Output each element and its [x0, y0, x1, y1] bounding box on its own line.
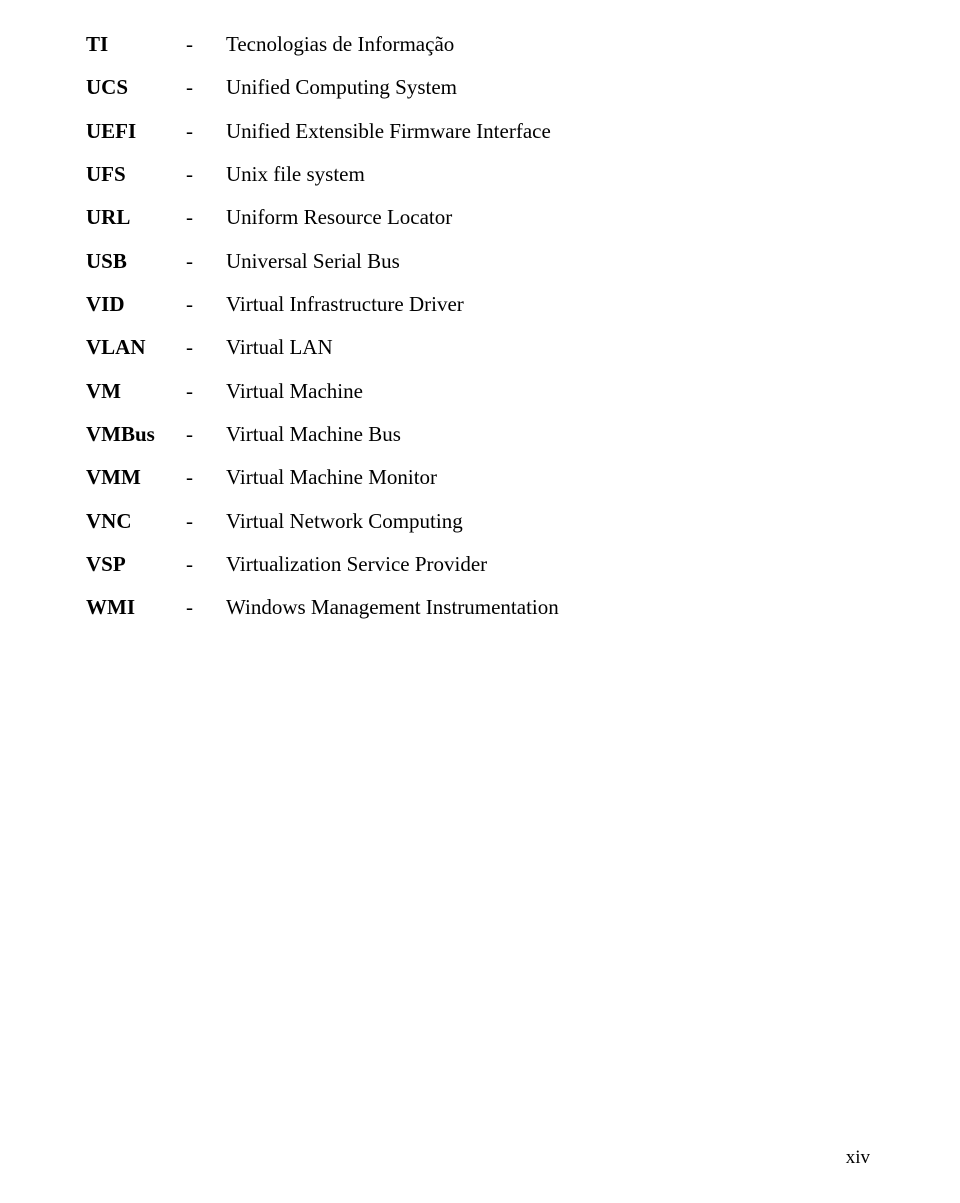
dash: -	[186, 160, 226, 188]
abbr: VMBus	[86, 420, 186, 448]
abbr: VM	[86, 377, 186, 405]
dash: -	[186, 593, 226, 621]
list-item: VSP - Virtualization Service Provider	[86, 550, 870, 578]
list-item: VMBus - Virtual Machine Bus	[86, 420, 870, 448]
list-item: TI - Tecnologias de Informação	[86, 30, 870, 58]
definition: Universal Serial Bus	[226, 247, 870, 275]
definition: Unified Computing System	[226, 73, 870, 101]
list-item: USB - Universal Serial Bus	[86, 247, 870, 275]
dash: -	[186, 203, 226, 231]
list-item: URL - Uniform Resource Locator	[86, 203, 870, 231]
page-number: xiv	[846, 1147, 870, 1169]
definition: Virtual Machine Bus	[226, 420, 870, 448]
list-item: VLAN - Virtual LAN	[86, 333, 870, 361]
abbr: TI	[86, 30, 186, 58]
list-item: VMM - Virtual Machine Monitor	[86, 463, 870, 491]
definition: Virtual LAN	[226, 333, 870, 361]
abbr: WMI	[86, 593, 186, 621]
definition: Virtual Machine Monitor	[226, 463, 870, 491]
abbr: USB	[86, 247, 186, 275]
abbreviation-list: TI - Tecnologias de Informação UCS - Uni…	[86, 30, 870, 622]
abbr: URL	[86, 203, 186, 231]
dash: -	[186, 117, 226, 145]
list-item: WMI - Windows Management Instrumentation	[86, 593, 870, 621]
list-item: VNC - Virtual Network Computing	[86, 507, 870, 535]
abbr: VLAN	[86, 333, 186, 361]
definition: Unix file system	[226, 160, 870, 188]
definition: Tecnologias de Informação	[226, 30, 870, 58]
dash: -	[186, 30, 226, 58]
abbr: VNC	[86, 507, 186, 535]
list-item: VID - Virtual Infrastructure Driver	[86, 290, 870, 318]
dash: -	[186, 463, 226, 491]
list-item: UFS - Unix file system	[86, 160, 870, 188]
list-item: UEFI - Unified Extensible Firmware Inter…	[86, 117, 870, 145]
definition: Uniform Resource Locator	[226, 203, 870, 231]
definition: Virtualization Service Provider	[226, 550, 870, 578]
dash: -	[186, 290, 226, 318]
dash: -	[186, 507, 226, 535]
definition: Virtual Infrastructure Driver	[226, 290, 870, 318]
dash: -	[186, 377, 226, 405]
definition: Virtual Network Computing	[226, 507, 870, 535]
page-container: TI - Tecnologias de Informação UCS - Uni…	[0, 0, 960, 1203]
abbr: UCS	[86, 73, 186, 101]
dash: -	[186, 73, 226, 101]
abbr: VID	[86, 290, 186, 318]
abbr: VSP	[86, 550, 186, 578]
abbr: VMM	[86, 463, 186, 491]
dash: -	[186, 333, 226, 361]
abbr: UEFI	[86, 117, 186, 145]
definition: Unified Extensible Firmware Interface	[226, 117, 870, 145]
definition: Windows Management Instrumentation	[226, 593, 870, 621]
definition: Virtual Machine	[226, 377, 870, 405]
dash: -	[186, 247, 226, 275]
abbr: UFS	[86, 160, 186, 188]
dash: -	[186, 420, 226, 448]
dash: -	[186, 550, 226, 578]
list-item: UCS - Unified Computing System	[86, 73, 870, 101]
list-item: VM - Virtual Machine	[86, 377, 870, 405]
